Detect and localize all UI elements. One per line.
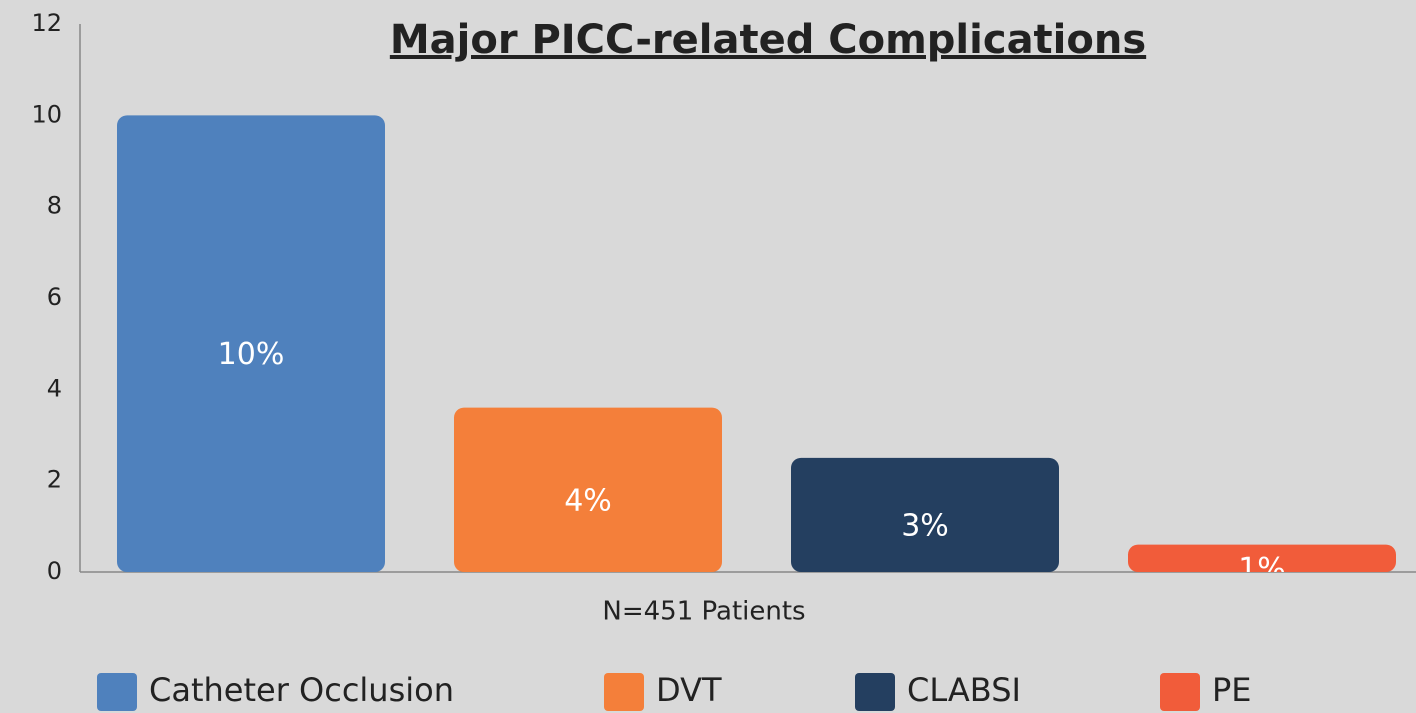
x-axis-label: N=451 Patients	[602, 597, 805, 627]
y-tick-label: 8	[47, 192, 62, 220]
value-label: 1%	[1238, 552, 1286, 587]
value-label: 4%	[564, 483, 612, 518]
y-tick-label: 12	[31, 9, 62, 37]
bar	[454, 407, 722, 572]
y-tick-label: 6	[47, 283, 62, 311]
value-label: 10%	[218, 337, 285, 372]
y-tick-label: 2	[47, 466, 62, 494]
bar	[117, 115, 385, 572]
legend-swatch	[855, 673, 895, 711]
legend-swatch	[97, 673, 137, 711]
legend-swatch	[604, 673, 644, 711]
legend-label: CLABSI	[907, 671, 1021, 709]
bar	[1128, 544, 1396, 572]
y-tick-label: 0	[47, 557, 62, 585]
legend-label: DVT	[656, 671, 722, 709]
legend-swatch	[1160, 673, 1200, 711]
chart-title: Major PICC-related Complications	[390, 17, 1146, 63]
y-tick-label: 10	[31, 100, 62, 128]
legend-label: PE	[1212, 671, 1252, 709]
value-label: 3%	[901, 508, 949, 543]
y-tick-label: 4	[47, 374, 62, 402]
legend-label: Catheter Occlusion	[149, 671, 454, 709]
bar	[791, 457, 1059, 572]
